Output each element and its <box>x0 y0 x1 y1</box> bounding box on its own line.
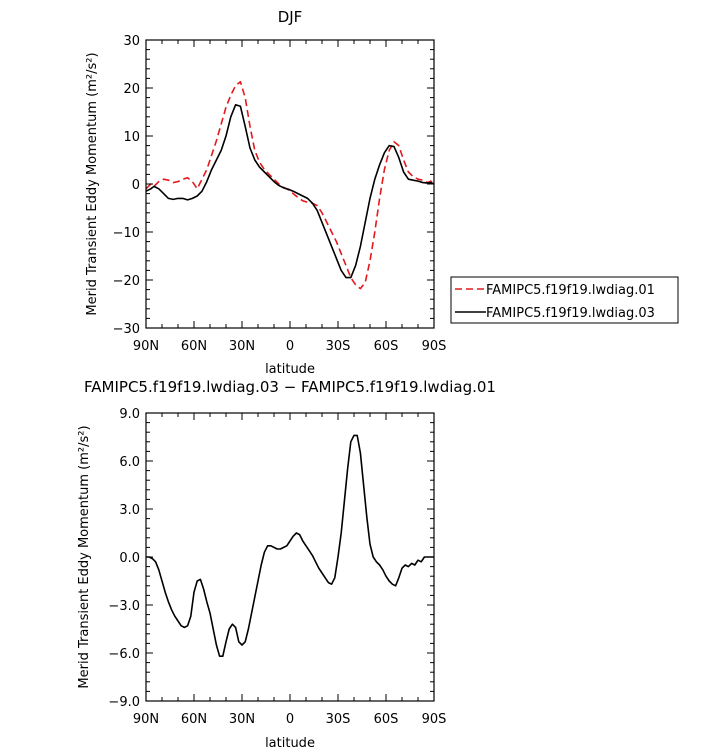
top-xtick-label: 30N <box>229 339 255 354</box>
bottom-series-line-0 <box>146 434 434 657</box>
top-series-line-1 <box>145 104 435 279</box>
bottom-ytick-label: 3.0 <box>119 503 140 518</box>
top-xtick-label: 90S <box>422 339 447 354</box>
top-x-axis-label: latitude <box>265 362 315 377</box>
top-ytick-label: 30 <box>123 34 140 49</box>
bottom-title: FAMIPC5.f19f19.lwdiag.03 − FAMIPC5.f19f1… <box>84 378 496 396</box>
top-plot-frame <box>145 39 435 329</box>
top-xtick-label: 60S <box>374 339 399 354</box>
bottom-ytick-label: 0.0 <box>119 551 140 566</box>
bottom-y-axis-label: Merid Transient Eddy Momentum (m²/s²) <box>77 425 92 688</box>
top-xtick-label: 0 <box>286 339 294 354</box>
bottom-xtick-label: 60N <box>181 712 207 727</box>
bottom-xtick-label: 60S <box>374 712 399 727</box>
top-xtick-label: 90N <box>133 339 159 354</box>
bottom-ytick-label: −9.0 <box>108 695 140 710</box>
top-xtick-label: 60N <box>181 339 207 354</box>
bottom-ytick-label: −6.0 <box>108 647 140 662</box>
top-y-axis-label: Merid Transient Eddy Momentum (m²/s²) <box>85 52 100 315</box>
bottom-xtick-label: 90S <box>422 712 447 727</box>
top-xtick-label: 30S <box>326 339 351 354</box>
bottom-plot-frame <box>145 412 435 702</box>
bottom-xtick-label: 30N <box>229 712 255 727</box>
bottom-ytick-label: −3.0 <box>108 599 140 614</box>
legend-label-lwdiag03: FAMIPC5.f19f19.lwdiag.03 <box>486 306 655 321</box>
legend-label-lwdiag01: FAMIPC5.f19f19.lwdiag.01 <box>486 283 655 298</box>
bottom-ytick-label: 9.0 <box>119 407 140 422</box>
bottom-xtick-label: 90N <box>133 712 159 727</box>
top-ytick-label: −30 <box>113 322 140 337</box>
legend: FAMIPC5.f19f19.lwdiag.01 FAMIPC5.f19f19.… <box>450 276 679 324</box>
bottom-x-axis-label: latitude <box>265 736 315 751</box>
bottom-ytick-label: 6.0 <box>119 455 140 470</box>
bottom-panel: FAMIPC5.f19f19.lwdiag.03 − FAMIPC5.f19f1… <box>77 378 496 751</box>
bottom-xtick-label: 30S <box>326 712 351 727</box>
top-ytick-label: 20 <box>123 82 140 97</box>
top-ytick-label: 0 <box>132 178 140 193</box>
legend-box <box>450 276 679 324</box>
top-title: DJF <box>278 8 303 26</box>
top-panel: DJF −30 −20 −10 0 10 20 30 90N 60N 30N 0 30S 60S 90S… <box>85 8 446 377</box>
top-ytick-label: −20 <box>113 274 140 289</box>
top-series-line-0 <box>145 80 435 290</box>
bottom-xtick-label: 0 <box>286 712 294 727</box>
top-ytick-label: −10 <box>113 226 140 241</box>
top-ytick-label: 10 <box>123 130 140 145</box>
